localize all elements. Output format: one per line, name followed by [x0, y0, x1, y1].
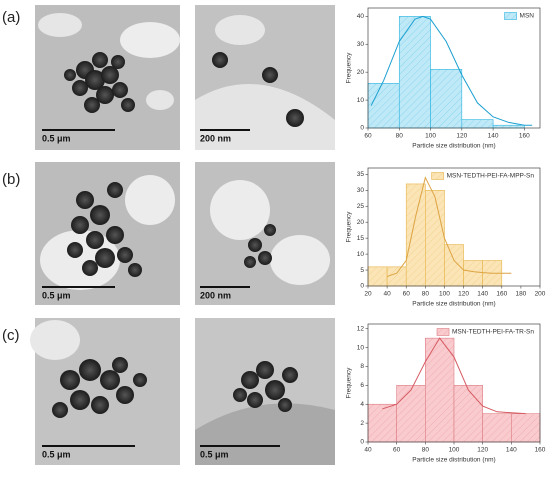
x-tick-label: 160: [519, 133, 530, 140]
y-tick-label: 0: [360, 125, 364, 132]
bar: [396, 385, 426, 443]
panel-label: (c): [2, 327, 20, 344]
x-axis-label: Particle size distribution (nm): [412, 301, 495, 308]
plot-frame: [367, 7, 541, 129]
bar: [463, 260, 483, 287]
x-axis-label: Particle size distribution (nm): [412, 143, 495, 150]
x-tick-label: 200: [535, 291, 546, 298]
y-tick-label: 0: [360, 283, 364, 290]
y-tick-label: 10: [357, 97, 365, 104]
y-tick-label: 4: [360, 401, 364, 408]
y-tick-label: 5: [360, 267, 364, 274]
x-tick-label: 80: [396, 133, 404, 140]
legend: MSN-TEDTH-PEI-FA-TR-Sn: [436, 328, 534, 336]
bar: [511, 413, 541, 443]
fit-curve: [370, 15, 533, 126]
y-tick-label: 10: [357, 251, 365, 258]
legend-swatch: [436, 328, 450, 336]
y-axis-label: Frequency: [346, 52, 353, 83]
y-tick-label: 35: [357, 171, 365, 178]
y-tick-label: 25: [357, 203, 365, 210]
x-tick-label: 180: [515, 291, 526, 298]
x-tick-label: 100: [449, 447, 460, 454]
y-tick-label: 10: [357, 344, 365, 351]
legend-label: MSN-TEDTH-PEI-FA-MPP-Sn: [447, 173, 535, 180]
x-tick-label: 160: [496, 291, 507, 298]
histogram: 20 40 60 80 100 120 140 160 180 200 0 5 10 15 20 25 30 35…: [346, 167, 546, 308]
bar: [425, 190, 445, 287]
bar: [444, 244, 464, 287]
x-tick-label: 60: [393, 447, 401, 454]
tem-images: [30, 5, 335, 465]
panel-label: (a): [2, 9, 20, 26]
plot-frame: [367, 167, 541, 287]
legend: MSN-TEDTH-PEI-FA-MPP-Sn: [431, 172, 535, 180]
bar: [367, 83, 400, 129]
legend: MSN: [504, 12, 535, 20]
bar: [482, 413, 512, 443]
x-axis-label: Particle size distribution (nm): [412, 457, 495, 464]
x-tick-label: 140: [488, 133, 499, 140]
bar: [492, 124, 525, 129]
x-tick-label: 80: [422, 291, 430, 298]
x-tick-label: 140: [477, 291, 488, 298]
fit-curve: [382, 337, 526, 415]
x-tick-label: 120: [456, 133, 467, 140]
x-tick-label: 60: [364, 133, 372, 140]
bar: [398, 16, 431, 129]
x-tick-label: 160: [535, 447, 546, 454]
x-tick-label: 120: [477, 447, 488, 454]
bar: [405, 183, 426, 287]
x-tick-label: 100: [439, 291, 450, 298]
scale-bar-label: 0.5 μm: [42, 290, 71, 300]
y-tick-label: 6: [360, 382, 364, 389]
y-axis-label: Frequency: [346, 211, 353, 242]
x-tick-label: 120: [458, 291, 469, 298]
y-tick-label: 30: [357, 187, 365, 194]
y-tick-label: 8: [360, 363, 364, 370]
histogram: 40 60 80 100 120 140 160 0 2 4 6 8 10 12 Particle size…: [346, 323, 546, 464]
bar: [367, 266, 388, 287]
y-tick-label: 20: [357, 69, 365, 76]
y-tick-label: 30: [357, 41, 365, 48]
y-tick-label: 20: [357, 219, 365, 226]
scale-bar-label: 200 nm: [200, 290, 231, 300]
legend-label: MSN: [520, 13, 535, 20]
y-tick-label: 2: [360, 420, 364, 427]
scale-bar-label: 0.5 μm: [200, 449, 229, 459]
scale-bar-label: 200 nm: [200, 133, 231, 143]
x-tick-label: 20: [364, 291, 372, 298]
y-axis-label: Frequency: [346, 367, 353, 398]
y-tick-label: 40: [357, 13, 365, 20]
x-tick-label: 100: [425, 133, 436, 140]
y-tick-label: 0: [360, 439, 364, 446]
legend-label: MSN-TEDTH-PEI-FA-TR-Sn: [452, 329, 534, 336]
x-tick-label: 140: [506, 447, 517, 454]
bar: [367, 403, 397, 443]
x-tick-label: 40: [383, 291, 391, 298]
legend-swatch: [504, 12, 517, 20]
scale-bar-label: 0.5 μm: [42, 133, 71, 143]
scale-bar-label: 0.5 μm: [42, 449, 71, 459]
y-tick-label: 12: [357, 325, 365, 332]
histogram: 60 80 100 120 140 160 0 10 20 30 40 Particle size d…: [346, 7, 541, 150]
x-tick-label: 60: [403, 291, 411, 298]
bar: [386, 266, 407, 287]
fit-curve: [386, 176, 512, 277]
bar: [430, 69, 463, 129]
legend-swatch: [431, 172, 444, 180]
bar: [453, 385, 483, 443]
x-tick-label: 80: [422, 447, 430, 454]
panel-label: (b): [2, 171, 20, 188]
x-tick-label: 40: [364, 447, 372, 454]
bar: [461, 119, 494, 129]
y-tick-label: 15: [357, 235, 365, 242]
